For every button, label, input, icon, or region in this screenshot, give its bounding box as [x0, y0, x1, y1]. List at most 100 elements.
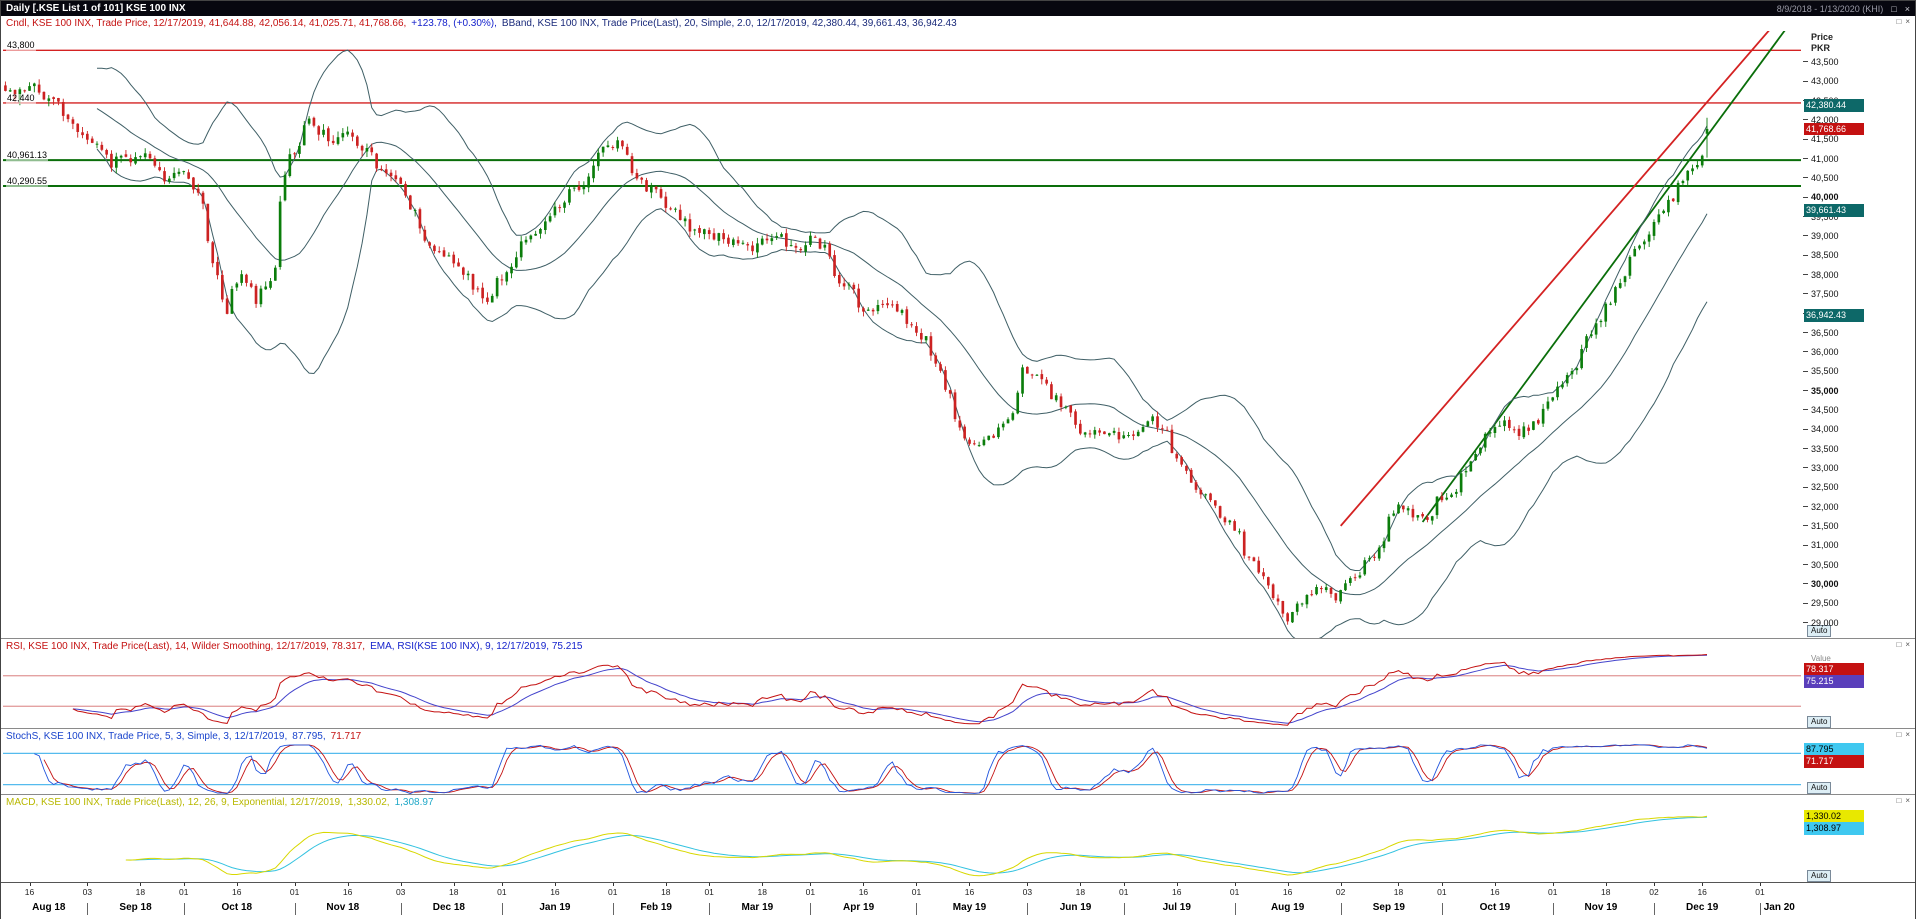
x-axis-day-label: 02 — [1649, 887, 1659, 897]
close-icon[interactable]: × — [1905, 17, 1910, 26]
close-icon[interactable]: × — [1905, 796, 1910, 805]
auto-scale-button[interactable]: Auto — [1807, 716, 1832, 728]
auto-scale-button[interactable]: Auto — [1807, 625, 1832, 637]
x-axis-tick — [1552, 883, 1554, 886]
macd-plot-area[interactable] — [3, 809, 1801, 883]
x-axis-day-label: 16 — [342, 887, 353, 897]
value-tag: 71.717 — [1804, 755, 1864, 768]
x-axis-tick — [810, 883, 812, 886]
x-axis-day-label: 01 — [1229, 887, 1240, 897]
x-axis-day-label: 01 — [1437, 887, 1447, 897]
y-axis-tick-label: 32,500 — [1803, 482, 1839, 492]
y-axis-tick-label: 38,000 — [1803, 270, 1839, 280]
x-axis-tick — [1340, 883, 1342, 886]
value-tag: 78.317 — [1804, 663, 1864, 676]
x-axis-month-boundary — [709, 903, 711, 915]
x-axis-tick — [236, 883, 238, 886]
x-axis-day-label: 01 — [911, 887, 922, 897]
x-axis-day-label: 18 — [1393, 887, 1404, 897]
x-axis-day-label: 18 — [1601, 887, 1611, 897]
restore-icon[interactable]: □ — [1896, 730, 1902, 739]
x-axis-tick — [140, 883, 142, 886]
x-axis-day-label: 16 — [1697, 887, 1707, 897]
x-axis-tick — [87, 883, 89, 886]
x-axis-tick — [762, 883, 764, 886]
main-legend: Cndl, KSE 100 INX, Trade Price, 12/17/20… — [1, 16, 1915, 31]
rsi-plot-area[interactable] — [3, 653, 1801, 729]
x-axis-day-label: 16 — [232, 887, 242, 897]
x-axis-month-label: May 19 — [952, 902, 987, 913]
legend-candle: Cndl, KSE 100 INX, Trade Price, 12/17/20… — [6, 18, 407, 29]
x-axis-tick — [1702, 883, 1704, 886]
x-axis-month-boundary — [183, 903, 185, 915]
y-axis-tick-label: 38,500 — [1803, 250, 1839, 260]
y-axis-tick-label: 33,000 — [1803, 463, 1839, 473]
restore-icon[interactable]: □ — [1896, 796, 1902, 805]
y-axis-tick-label: 43,500 — [1803, 57, 1839, 67]
x-axis-tick — [1027, 883, 1029, 886]
level-price-label: 43,800 — [6, 40, 36, 52]
x-axis-tick — [1176, 883, 1178, 886]
y-axis-tick-label: 33,500 — [1803, 444, 1839, 454]
legend-macd-value: 1,330.02, — [347, 796, 390, 808]
y-axis-tick-label: 41,500 — [1803, 134, 1839, 144]
x-axis-day-label: 01 — [1119, 887, 1129, 897]
x-axis-month-boundary — [810, 903, 812, 915]
x-axis-month-boundary — [294, 903, 296, 915]
x-axis-day-label: 01 — [805, 887, 816, 897]
y-axis-tick-label: 34,500 — [1803, 405, 1839, 415]
x-axis-month-label: Mar 19 — [741, 902, 774, 913]
rsi-axis-title: Value — [1811, 654, 1831, 663]
x-axis-month-label: Dec 19 — [1686, 902, 1719, 913]
y-axis-tick-label: 35,000 — [1803, 386, 1839, 396]
chart-title: Daily [.KSE List 1 of 101] KSE 100 INX — [6, 3, 186, 14]
x-axis-month-label: Jan 20 — [1763, 902, 1795, 913]
close-icon[interactable]: × — [1905, 730, 1910, 739]
main-plot-area[interactable]: 43,800 42,440 40,961.13 40,290.55 — [3, 31, 1801, 638]
x-axis-day-label: 18 — [135, 887, 146, 897]
legend-rsi-ema: EMA, RSI(KSE 100 INX), 9, 12/17/2019, 75… — [370, 640, 583, 652]
x-axis-day-label: 01 — [179, 887, 189, 897]
x-axis-month-boundary — [916, 903, 918, 915]
x-axis-day-label: 16 — [1282, 887, 1293, 897]
x-axis-month-label: Oct 19 — [1479, 902, 1511, 913]
y-axis-tick-label: 32,000 — [1803, 502, 1839, 512]
x-axis-tick — [969, 883, 971, 886]
x-axis-day-label: 02 — [1335, 887, 1346, 897]
auto-scale-button[interactable]: Auto — [1807, 870, 1832, 882]
x-axis-tick — [183, 883, 185, 886]
y-axis-tick-label: 31,500 — [1803, 521, 1839, 531]
value-tag: 41,768.66 — [1804, 122, 1864, 136]
x-axis-month-label: Dec 18 — [432, 902, 465, 913]
restore-icon[interactable]: □ — [1896, 17, 1902, 26]
value-tag: 1,308.97 — [1804, 822, 1864, 835]
close-icon[interactable]: × — [1904, 3, 1910, 14]
x-axis-day-label: 18 — [661, 887, 671, 897]
x-axis-day-label: 03 — [1022, 887, 1033, 897]
macd-panel: MACD, KSE 100 INX, Trade Price(Last), 12… — [1, 794, 1915, 882]
x-axis-tick — [1760, 883, 1762, 886]
value-tag: 87.795 — [1804, 743, 1864, 756]
x-axis-tick — [863, 883, 865, 886]
y-axis-tick-label: 29,500 — [1803, 598, 1839, 608]
close-icon[interactable]: × — [1905, 640, 1910, 649]
x-axis-month-boundary — [1234, 903, 1236, 915]
x-axis-month-label: Oct 18 — [221, 902, 253, 913]
x-axis-tick — [1605, 883, 1607, 886]
x-axis-month-label: Jan 19 — [539, 902, 571, 913]
x-axis-month-boundary — [1123, 903, 1125, 915]
restore-icon[interactable]: □ — [1896, 640, 1902, 649]
x-axis-month-boundary — [400, 903, 402, 915]
x-axis-month-label: Nov 18 — [326, 902, 360, 913]
auto-scale-button[interactable]: Auto — [1807, 782, 1832, 794]
y-axis-tick-label: 40,500 — [1803, 173, 1839, 183]
y-axis-tick-label: 41,000 — [1803, 154, 1839, 164]
time-axis: 16 03 18 01 16 01 16 03 18 01 16 01 18 01 18 01 16 01 16 03… — [1, 882, 1915, 919]
x-axis-tick — [1287, 883, 1289, 886]
y-axis-tick-label: 29,000 — [1803, 618, 1839, 628]
x-axis-tick — [1234, 883, 1236, 886]
stoch-plot-area[interactable] — [3, 743, 1801, 795]
x-axis-tick — [400, 883, 402, 886]
x-axis-tick — [1653, 883, 1655, 886]
restore-icon[interactable]: □ — [1891, 3, 1897, 14]
